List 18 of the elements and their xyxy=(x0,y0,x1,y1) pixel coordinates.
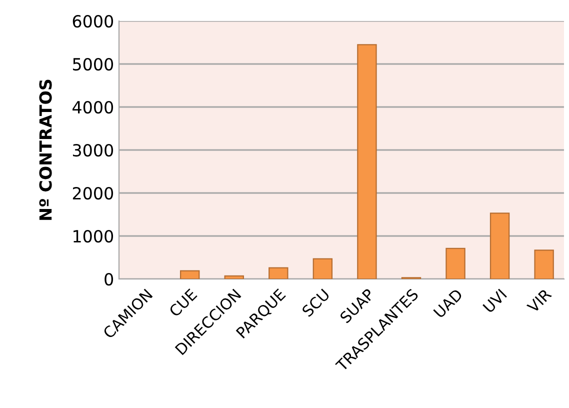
y-tick-label: 4000 xyxy=(72,100,114,114)
bar xyxy=(224,275,244,279)
x-tick-label: VIR xyxy=(526,288,552,314)
y-tick-label: 1000 xyxy=(74,230,114,243)
bar xyxy=(357,44,377,279)
y-tick-label: 3000 xyxy=(72,144,114,157)
x-tick-label: UVI xyxy=(482,288,508,314)
bar xyxy=(312,258,333,279)
bar xyxy=(446,248,466,279)
y-tick-label: 2000 xyxy=(72,186,114,200)
y-tick-label: 5000 xyxy=(73,58,114,71)
y-tick-label: 6000 xyxy=(72,14,114,28)
bar xyxy=(180,270,200,279)
bar xyxy=(534,250,554,279)
bar xyxy=(268,267,288,279)
y-axis-title: Nº CONTRATOS xyxy=(39,80,52,220)
y-tick-label: 0 xyxy=(104,272,114,286)
bar xyxy=(490,212,510,279)
